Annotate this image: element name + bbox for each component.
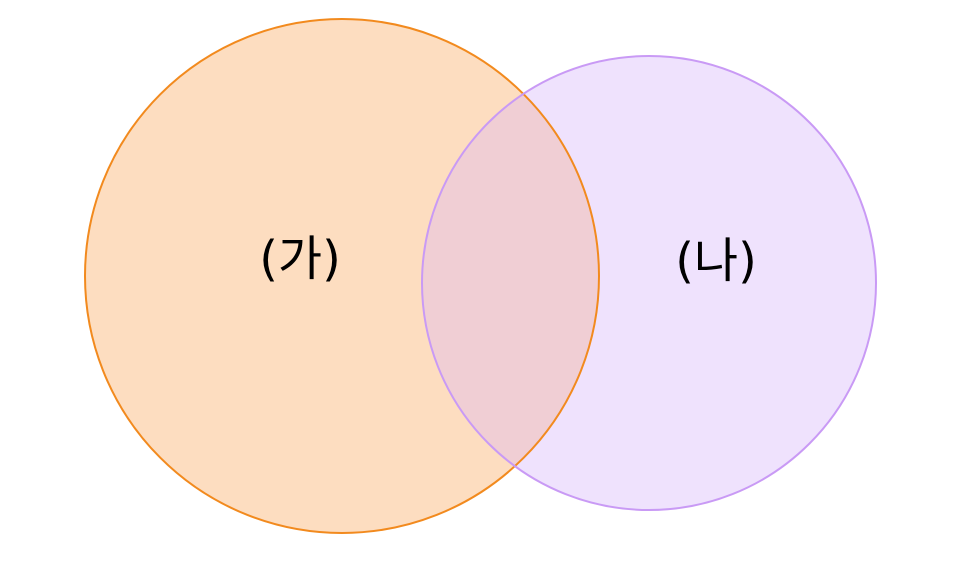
set-b-label: (나) (675, 233, 757, 289)
overlap-region (422, 56, 599, 510)
set-a-outline (84, 18, 600, 534)
set-a-label: (가) (259, 231, 341, 287)
set-b-outline (421, 55, 877, 511)
